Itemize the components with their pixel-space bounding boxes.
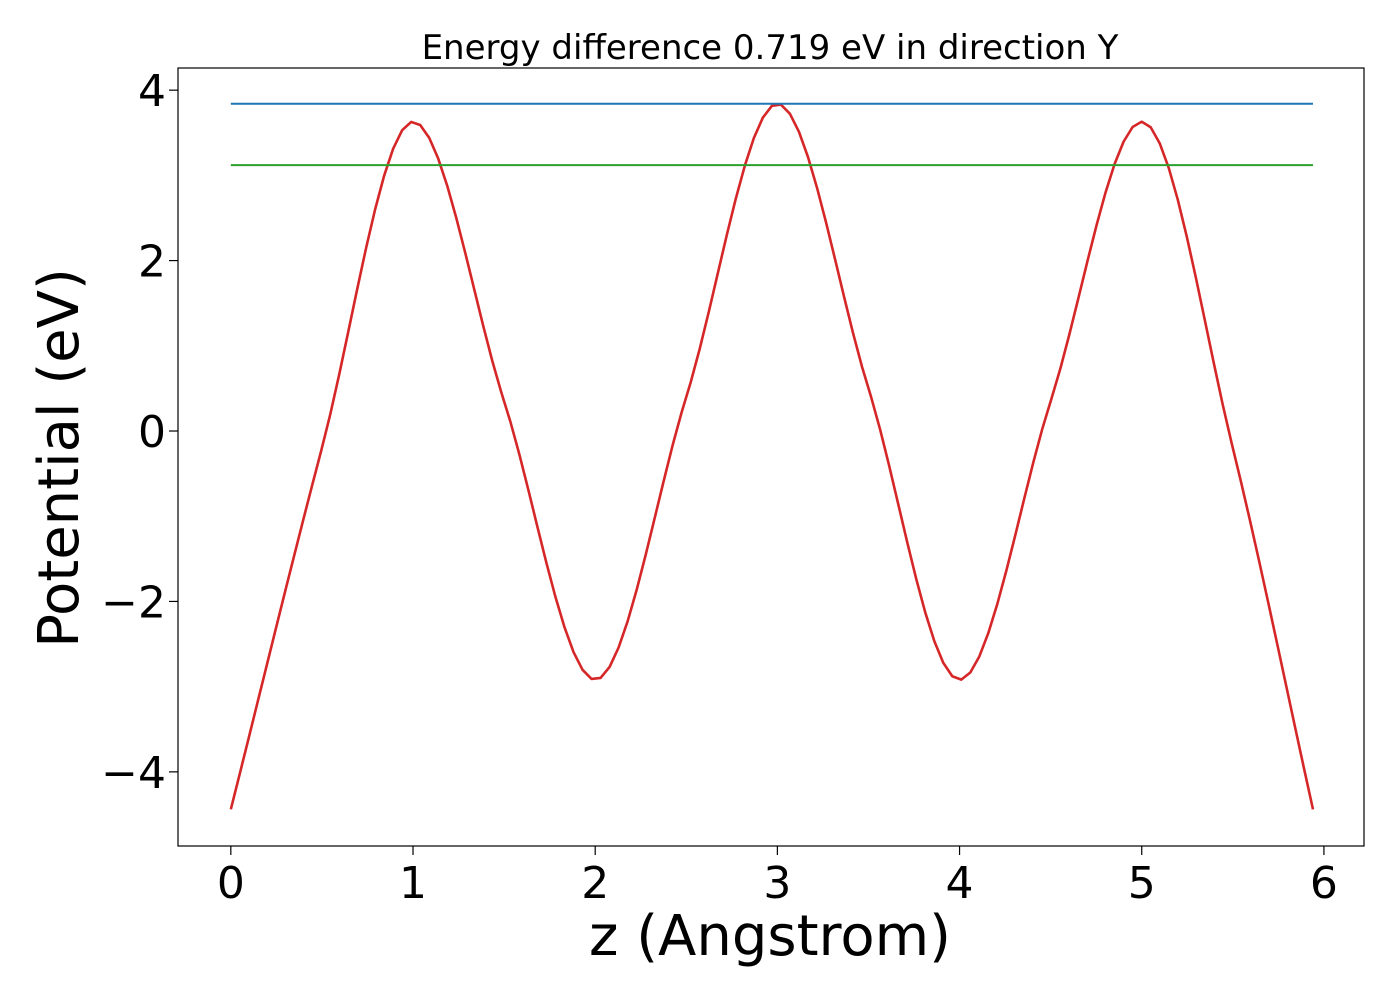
x-tick-label-5: 5 (1128, 858, 1156, 909)
tick-group: 0 1 2 3 4 5 6 −4 −2 0 2 4 (101, 66, 1338, 909)
plot-frame (177, 67, 1365, 847)
y-tick-label-0: 0 (138, 407, 166, 458)
x-tick-label-2: 2 (581, 858, 609, 909)
potential-curve (229, 103, 1315, 810)
y-tick-label-2: 2 (138, 237, 166, 288)
y-axis-label: Potential (eV) (27, 268, 92, 648)
x-axis-label: z (Angstrom) (589, 904, 951, 969)
y-tick-label-4: 4 (138, 66, 166, 117)
x-tick-label-1: 1 (399, 858, 427, 909)
x-tick-label-6: 6 (1310, 858, 1338, 909)
y-tick-label--2: −2 (101, 577, 166, 628)
plot-area (177, 67, 1365, 847)
x-tick-label-0: 0 (217, 858, 245, 909)
x-tick-label-3: 3 (763, 858, 791, 909)
chart-title: Energy difference 0.719 eV in direction … (422, 28, 1119, 68)
y-tick-label--4: −4 (101, 748, 166, 799)
x-tick-label-4: 4 (946, 858, 974, 909)
